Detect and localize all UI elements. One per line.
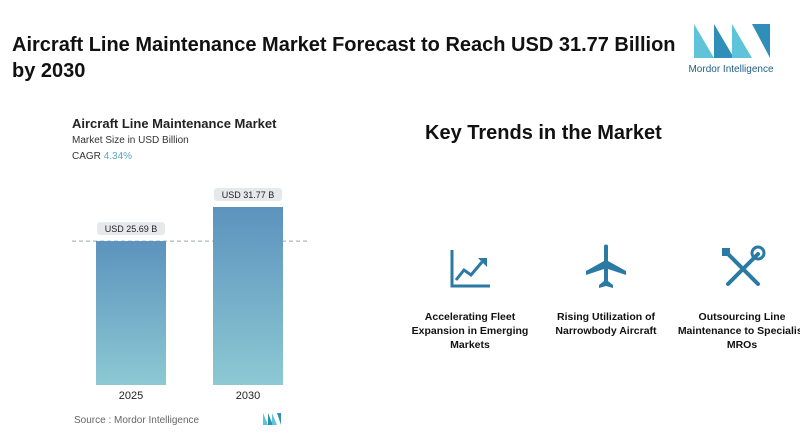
- chart-title: Aircraft Line Maintenance Market: [72, 116, 277, 131]
- trends-title: Key Trends in the Market: [425, 122, 662, 144]
- data-label-bg: [214, 188, 282, 201]
- chart-subtitle: Market Size in USD Billion: [72, 135, 189, 146]
- bar-chart: USD 25.69 B 2025 USD 31.77 B 2030: [72, 188, 308, 402]
- x-tick-label: 2030: [236, 390, 260, 402]
- bar-2025: [96, 241, 166, 385]
- data-label: USD 25.69 B: [105, 224, 158, 234]
- trend-item-outsourcing: Outsourcing Line Maintenance to Speciali…: [677, 244, 800, 352]
- trend-label: Rising Utilization of Narrowbody Aircraf…: [555, 311, 657, 337]
- trend-label: Accelerating Fleet Expansion in Emerging…: [411, 311, 529, 351]
- headline: Aircraft Line Maintenance Market Forecas…: [12, 34, 676, 82]
- source-logo-icon: [263, 413, 281, 425]
- bar-2030: [213, 207, 283, 385]
- data-label-bg: [97, 222, 165, 236]
- tools-icon: [722, 245, 766, 286]
- trend-label: Outsourcing Line Maintenance to Speciali…: [677, 311, 800, 351]
- data-label: USD 31.77 B: [222, 190, 275, 200]
- mordor-logo-icon: [694, 24, 770, 58]
- rising-chart-icon: [450, 250, 490, 288]
- trend-item-narrowbody: Rising Utilization of Narrowbody Aircraf…: [541, 244, 671, 338]
- cagr: CAGR 4.34%: [72, 151, 132, 162]
- x-tick-label: 2025: [119, 390, 143, 402]
- airplane-icon: [586, 244, 626, 288]
- brand-name: Mordor Intelligence: [688, 64, 774, 75]
- cagr-label: CAGR: [72, 151, 101, 162]
- source-note: Source : Mordor Intelligence: [74, 415, 200, 426]
- trend-item-fleet-expansion: Accelerating Fleet Expansion in Emerging…: [405, 244, 535, 352]
- cagr-value: 4.34%: [103, 151, 133, 162]
